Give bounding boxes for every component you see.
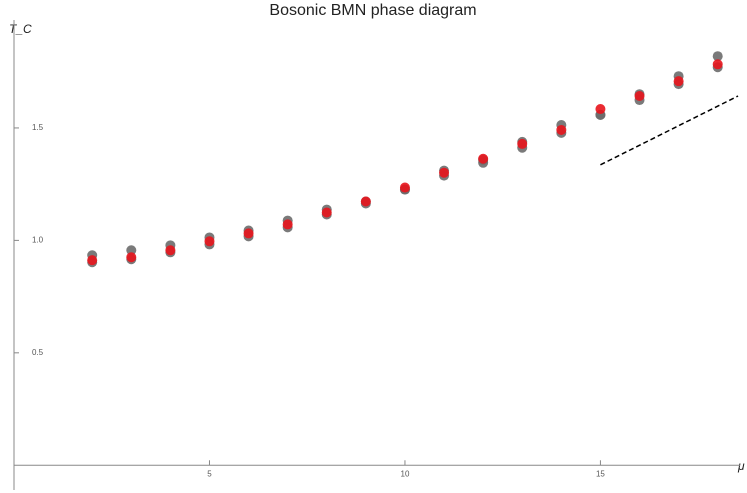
- point: [126, 245, 137, 256]
- y-tick-label: 0.5: [32, 348, 44, 357]
- point: [321, 207, 332, 218]
- point: [165, 245, 176, 256]
- x-tick-label: 5: [207, 469, 212, 478]
- point: [595, 104, 606, 115]
- chart-title: Bosonic BMN phase diagram: [269, 2, 476, 19]
- point: [634, 91, 645, 102]
- point: [282, 219, 293, 230]
- point: [556, 124, 567, 135]
- point: [673, 76, 684, 87]
- point: [360, 196, 371, 207]
- point: [712, 59, 723, 70]
- x-axis-label: μ: [737, 459, 745, 473]
- x-tick-label: 15: [596, 469, 605, 478]
- point: [439, 167, 450, 178]
- point: [517, 138, 528, 149]
- point: [399, 182, 410, 193]
- point: [478, 153, 489, 164]
- point: [87, 255, 98, 266]
- reference-line: [600, 95, 739, 166]
- point: [243, 228, 254, 239]
- point: [712, 51, 723, 62]
- y-tick-label: 1.5: [32, 123, 44, 132]
- y-axis-label: T_C: [9, 22, 32, 36]
- point: [204, 236, 215, 247]
- x-tick-label: 10: [401, 469, 410, 478]
- point: [126, 252, 137, 263]
- y-tick-label: 1.0: [32, 235, 44, 244]
